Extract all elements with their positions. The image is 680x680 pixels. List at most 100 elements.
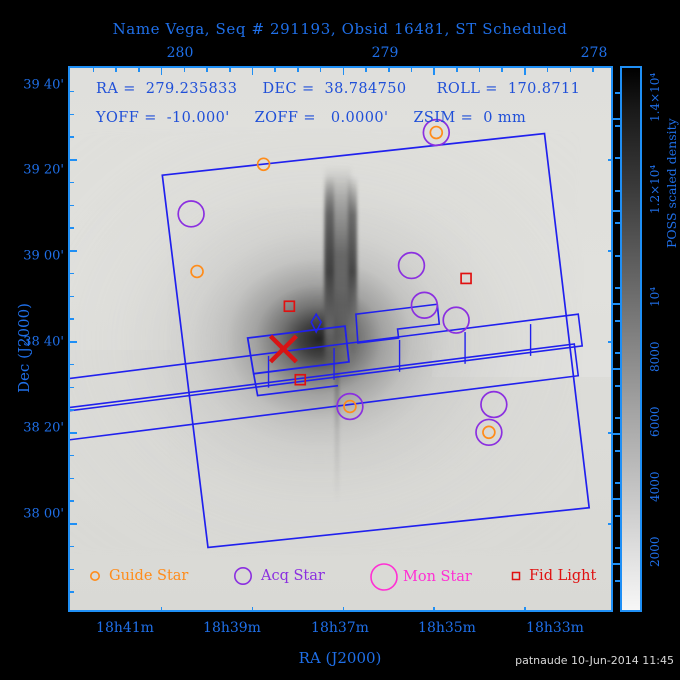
axis-tick <box>592 610 594 612</box>
acq-star-icon <box>234 567 252 585</box>
colorbar-tick <box>613 498 620 500</box>
acq-star-marker <box>422 118 451 147</box>
axis-tick <box>320 610 322 612</box>
axis-tick <box>524 607 526 610</box>
axis-tick <box>569 68 572 72</box>
observation-params-line1: RA = 279.235833 DEC = 38.784750 ROLL = 1… <box>96 81 581 97</box>
axis-tick <box>611 409 613 411</box>
fov-overlay <box>70 118 591 549</box>
axis-tick <box>70 90 74 93</box>
axis-tick <box>411 610 413 612</box>
colorbar-minor-tick <box>615 222 620 224</box>
axis-tick <box>611 364 613 366</box>
axis-tick <box>206 68 208 72</box>
axis-tick <box>93 610 95 612</box>
dec-tick-label: 39 20' <box>23 162 64 178</box>
mon-star-icon <box>370 563 398 591</box>
top-tick-label: 280 <box>166 45 194 61</box>
axis-tick <box>70 136 74 138</box>
ra-tick-label: 18h39m <box>203 620 261 636</box>
colorbar-tick-label: 2000 <box>648 536 662 567</box>
ra-tick-label: 18h33m <box>526 620 584 636</box>
axis-tick <box>297 610 299 612</box>
axis-tick <box>611 273 613 275</box>
colorbar-tick-label: 4000 <box>648 471 662 502</box>
guide-star-marker <box>429 125 444 140</box>
axis-tick <box>611 387 613 389</box>
top-axis-ticklabels: 280 279 278 <box>0 45 680 63</box>
axis-tick <box>611 182 613 184</box>
acq-star-marker <box>410 291 439 319</box>
acq-star-marker <box>475 418 503 447</box>
axis-tick <box>342 68 345 75</box>
legend-item-acq-star: Acq Star <box>232 565 325 587</box>
axis-tick <box>611 136 613 138</box>
axis-tick <box>501 610 503 612</box>
axis-tick <box>611 478 613 480</box>
axis-tick <box>138 68 140 72</box>
colorbar-gradient <box>622 68 640 610</box>
dec-tick-label: 38 20' <box>23 420 64 436</box>
dec-tick-label: 39 00' <box>23 248 64 264</box>
sky-image-panel[interactable] <box>68 66 613 612</box>
colorbar-tick <box>613 303 620 305</box>
credit-stamp: patnaude 10-Jun-2014 11:45 <box>515 654 674 667</box>
vega-core-halo <box>168 209 469 469</box>
axis-tick <box>365 68 367 72</box>
axis-tick <box>479 610 481 612</box>
axis-tick <box>70 295 74 298</box>
fid-light-marker <box>460 272 472 285</box>
acq-star-marker <box>336 392 364 421</box>
legend-label: Acq Star <box>261 568 325 584</box>
axis-tick <box>478 68 481 72</box>
colorbar-title: POSS scaled density <box>664 118 679 248</box>
guide-star-marker <box>482 425 496 440</box>
axis-tick <box>611 318 613 320</box>
ra-tick-label: 18h37m <box>311 620 369 636</box>
acq-star-marker <box>442 306 470 334</box>
axis-tick <box>70 568 74 571</box>
axis-tick <box>611 296 613 298</box>
axis-tick <box>70 386 74 389</box>
colorbar-tick-label: 8000 <box>648 341 662 372</box>
axis-tick <box>274 610 276 612</box>
legend-item-fid-light: Fid Light <box>510 568 596 584</box>
legend-item-guide-star: Guide Star <box>88 568 188 584</box>
colorbar <box>620 66 642 612</box>
axis-tick <box>547 610 549 612</box>
axis-tick <box>70 204 74 207</box>
axis-tick <box>611 455 613 457</box>
colorbar-minor-tick <box>615 125 620 127</box>
colorbar-tick <box>613 210 620 212</box>
axis-tick <box>92 68 95 72</box>
colorbar-tick <box>613 433 620 435</box>
colorbar-minor-tick <box>615 450 620 452</box>
y-axis-title: Dec (J2000) <box>15 303 33 393</box>
left-axis-ticklabels: 39 40' 39 20' 39 00' 38 40' 38 20' 38 00… <box>0 0 64 680</box>
axis-tick <box>501 68 504 72</box>
axis-tick <box>251 607 254 610</box>
axis-tick <box>70 227 74 229</box>
axis-tick <box>608 250 611 252</box>
dec-tick-label: 38 40' <box>23 334 64 350</box>
legend-label: Fid Light <box>529 568 597 584</box>
guide-star-marker <box>190 264 204 279</box>
dec-tick-label: 39 40' <box>23 77 64 93</box>
vega-lower-spike <box>334 371 340 502</box>
axis-tick <box>115 68 117 72</box>
axis-tick <box>70 500 74 502</box>
axis-tick <box>342 607 345 610</box>
colorbar-minor-tick <box>615 157 620 159</box>
guide-star-marker <box>256 157 271 172</box>
axis-tick <box>410 68 413 72</box>
colorbar-minor-tick <box>615 385 620 387</box>
colorbar-tick <box>613 368 620 370</box>
axis-tick <box>228 68 231 72</box>
guide-star-marker <box>343 399 357 414</box>
axis-tick <box>611 591 613 593</box>
axis-tick <box>70 545 74 548</box>
colorbar-minor-tick <box>615 482 620 484</box>
colorbar-minor-tick <box>615 580 620 582</box>
dec-tick-label: 38 00' <box>23 506 64 522</box>
axis-tick <box>570 610 572 612</box>
